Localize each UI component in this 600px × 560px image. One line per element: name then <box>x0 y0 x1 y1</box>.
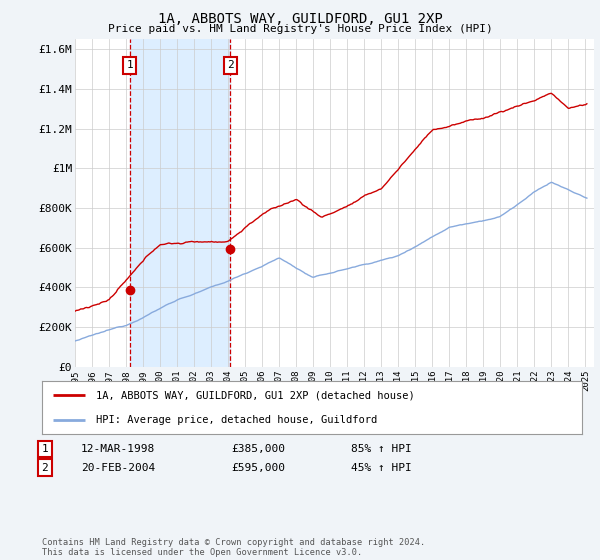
Text: 45% ↑ HPI: 45% ↑ HPI <box>351 463 412 473</box>
Text: 1A, ABBOTS WAY, GUILDFORD, GU1 2XP: 1A, ABBOTS WAY, GUILDFORD, GU1 2XP <box>158 12 442 26</box>
Text: 12-MAR-1998: 12-MAR-1998 <box>81 444 155 454</box>
Text: 1: 1 <box>41 444 49 454</box>
Text: HPI: Average price, detached house, Guildford: HPI: Average price, detached house, Guil… <box>96 414 377 424</box>
Text: 85% ↑ HPI: 85% ↑ HPI <box>351 444 412 454</box>
Bar <box>130 39 230 367</box>
Text: £385,000: £385,000 <box>231 444 285 454</box>
Text: 2: 2 <box>227 60 234 71</box>
Text: 1A, ABBOTS WAY, GUILDFORD, GU1 2XP (detached house): 1A, ABBOTS WAY, GUILDFORD, GU1 2XP (deta… <box>96 390 415 400</box>
Text: 20-FEB-2004: 20-FEB-2004 <box>81 463 155 473</box>
Text: £595,000: £595,000 <box>231 463 285 473</box>
Text: Contains HM Land Registry data © Crown copyright and database right 2024.
This d: Contains HM Land Registry data © Crown c… <box>42 538 425 557</box>
Text: Price paid vs. HM Land Registry's House Price Index (HPI): Price paid vs. HM Land Registry's House … <box>107 24 493 34</box>
Text: 1: 1 <box>126 60 133 71</box>
Text: 2: 2 <box>41 463 49 473</box>
